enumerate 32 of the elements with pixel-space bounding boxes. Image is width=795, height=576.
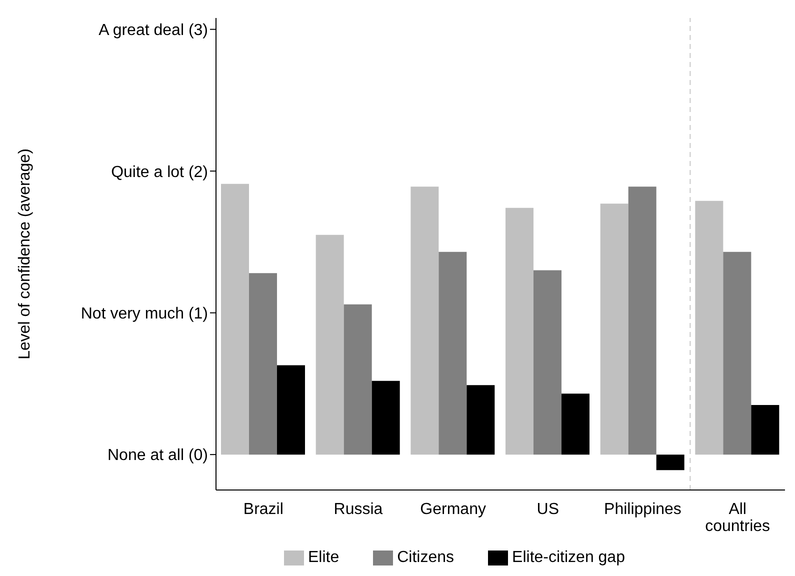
y-tick-label: Quite a lot (2)	[111, 164, 208, 181]
x-tick-label: Brazil	[243, 501, 284, 518]
legend-label: Elite-citizen gap	[512, 549, 625, 566]
bar	[656, 454, 684, 470]
bar	[249, 273, 277, 455]
bar	[600, 204, 628, 455]
bar	[438, 252, 467, 455]
bar	[466, 385, 495, 455]
bar	[695, 200, 724, 455]
x-tick-label: Philippines	[604, 501, 682, 518]
bar	[344, 304, 372, 455]
legend-label: Elite	[308, 549, 340, 566]
x-tick-label: All countries	[705, 501, 770, 535]
bar	[221, 184, 249, 455]
bar	[751, 404, 780, 455]
x-tick-label: US	[536, 501, 560, 518]
bar	[316, 234, 344, 455]
y-tick-label: Not very much (1)	[80, 306, 208, 323]
y-axis-title: Level of confidence (average)	[16, 148, 34, 360]
x-tick-label: Germany	[420, 501, 486, 518]
x-tick-label: Russia	[334, 501, 383, 518]
bar	[562, 394, 590, 455]
legend-label: Citizens	[397, 549, 454, 566]
y-tick-label: None at all (0)	[108, 447, 208, 464]
bar	[277, 365, 305, 455]
bar	[372, 380, 400, 455]
bar	[506, 208, 534, 455]
bar	[410, 186, 439, 455]
bar	[534, 270, 562, 455]
bar	[723, 252, 752, 455]
y-tick-label: A great deal (3)	[98, 22, 208, 40]
bar	[628, 186, 656, 455]
